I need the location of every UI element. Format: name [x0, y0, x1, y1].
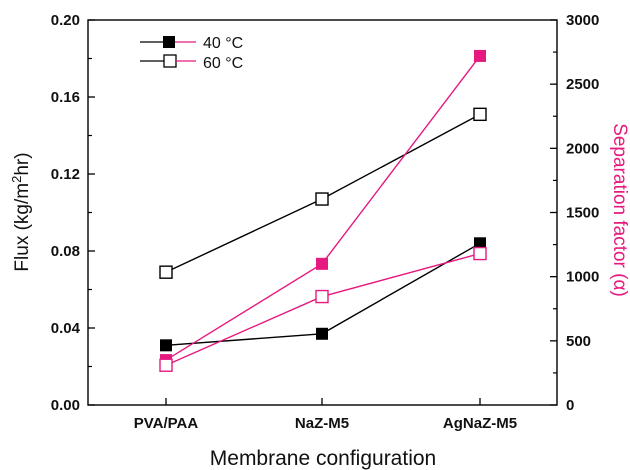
- legend-label-60c: 60 °C: [203, 55, 243, 72]
- ticks: 0.00 0.04 0.08 0.12 0.16 0.20 0 500 1000 1500 2000…: [51, 12, 600, 414]
- data-point: [315, 289, 329, 304]
- y-tick-label: 0.04: [51, 320, 81, 337]
- legend-marker-60c: [163, 54, 177, 68]
- plot-frame: [87, 19, 558, 406]
- y2-axis-label: Separation factor (α): [609, 123, 630, 297]
- y2-tick-label: 3000: [566, 12, 599, 29]
- data-point: [316, 327, 328, 340]
- y-axis-label: Flux (kg/m2hr): [9, 152, 33, 271]
- x-tick-label-naz-m5: NaZ-M5: [295, 415, 349, 432]
- y-tick-label: 0.16: [51, 89, 80, 106]
- axes: [87, 19, 558, 406]
- y2-tick-label: 0: [566, 397, 574, 414]
- legend: 40 °C 60 °C: [140, 35, 243, 72]
- series-line: [165, 55, 481, 361]
- data-point: [473, 107, 487, 122]
- data-point: [159, 358, 173, 372]
- y-axis-label-sup: 2: [9, 176, 24, 183]
- data-point: [474, 237, 486, 250]
- x-tick-label-pva-paa: PVA/PAA: [134, 415, 199, 432]
- y2-tick-label: 2500: [566, 76, 599, 93]
- legend-marker-40c: [163, 36, 175, 48]
- data-point: [315, 192, 329, 206]
- data-point: [160, 339, 172, 352]
- y2-tick-label: 500: [566, 333, 591, 350]
- y2-tick-label: 1000: [566, 269, 599, 286]
- y-tick-label: 0.00: [51, 397, 80, 414]
- series-flux-60c: [159, 107, 487, 279]
- legend-label-40c: 40 °C: [203, 35, 243, 52]
- series-separation-factor-60c: [159, 246, 487, 372]
- series-flux-40c: [160, 237, 486, 352]
- x-axis-label: Membrane configuration: [210, 447, 436, 470]
- y-tick-label: 0.12: [51, 166, 80, 183]
- data-point: [473, 246, 487, 261]
- y2-tick-label: 2000: [566, 140, 599, 157]
- data-point: [316, 257, 328, 270]
- series-layer: [159, 49, 487, 372]
- data-point: [474, 49, 486, 62]
- series-separation-factor-40c: [160, 49, 486, 367]
- data-point: [159, 265, 173, 279]
- y-tick-label: 0.20: [51, 12, 80, 29]
- y-axis-label-post: hr): [12, 152, 33, 175]
- x-tick-label-agnaz-m5: AgNaZ-M5: [443, 415, 517, 432]
- y2-tick-label: 1500: [566, 205, 599, 222]
- y-tick-label: 0.08: [51, 243, 80, 260]
- y-axis-label-pre: Flux (kg/m: [12, 183, 33, 272]
